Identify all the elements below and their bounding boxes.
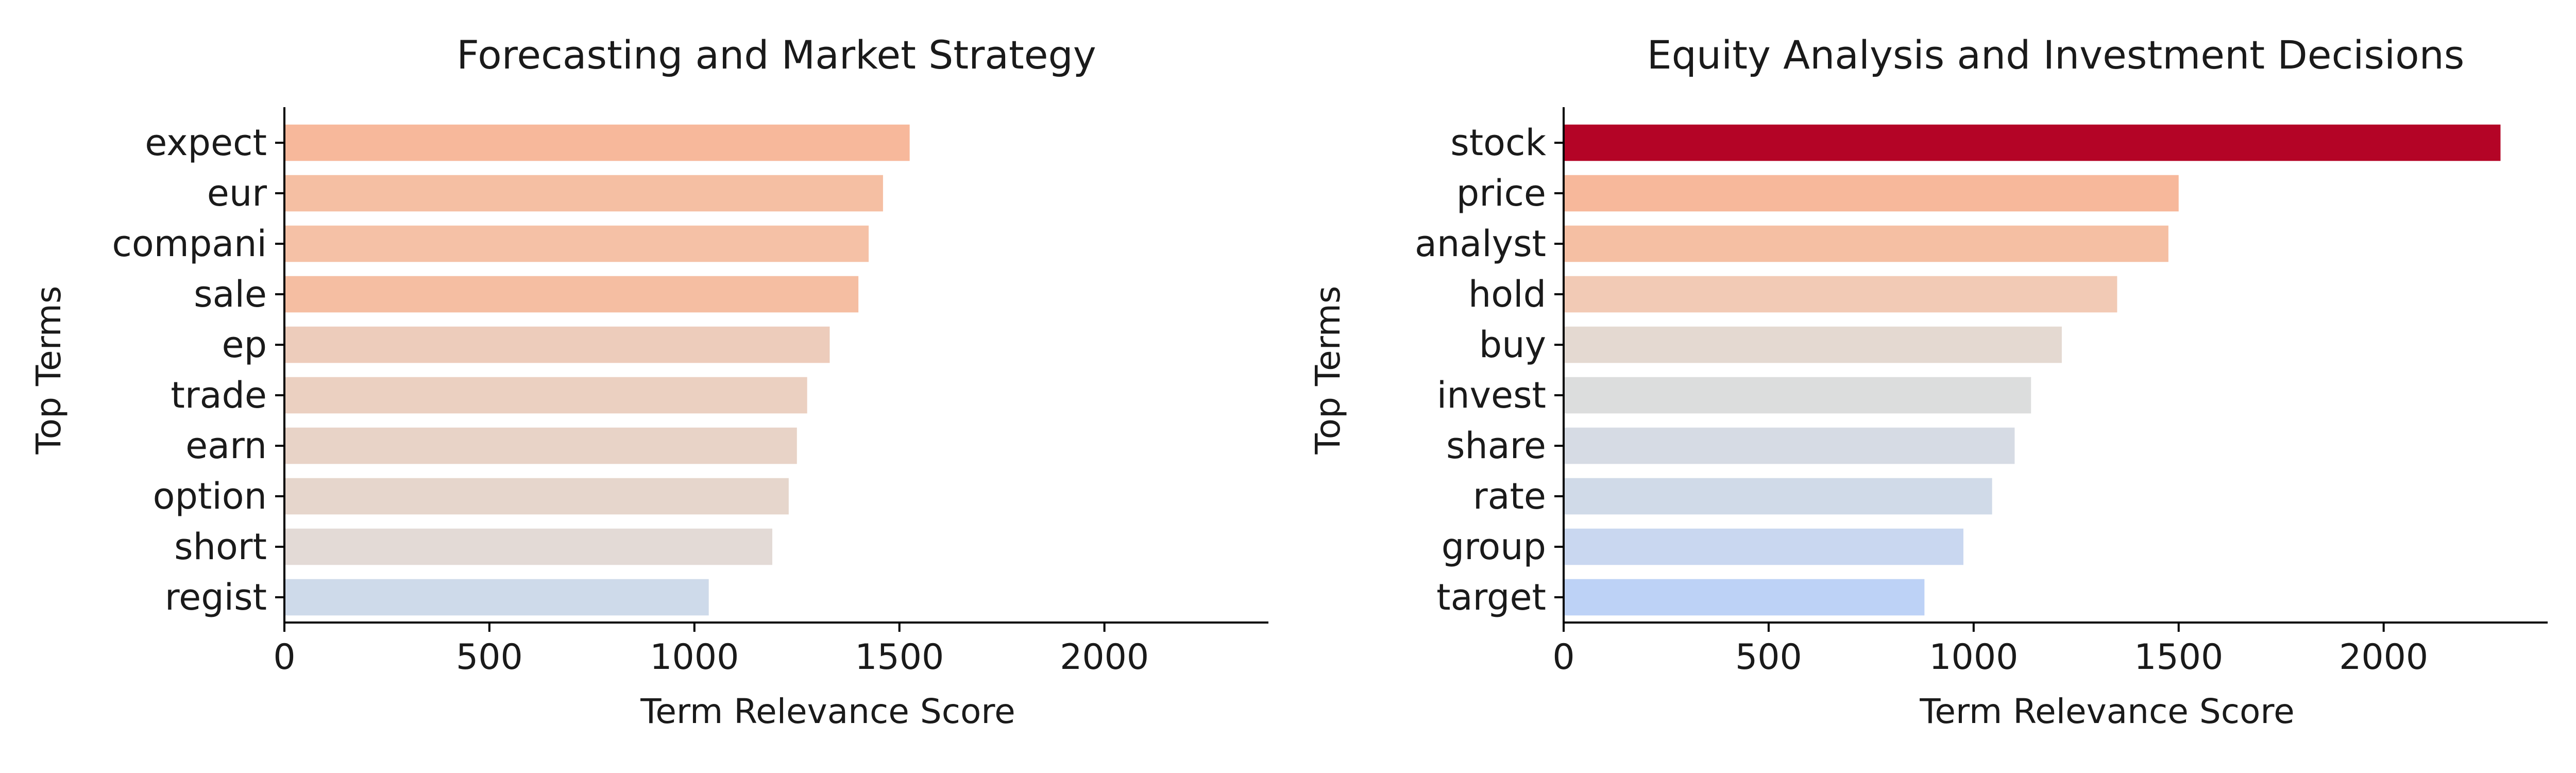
category-label: sale — [194, 273, 267, 315]
bar-buy — [1564, 326, 2062, 363]
x-tick-label: 1500 — [855, 637, 944, 678]
category-label: regist — [165, 576, 267, 618]
bar-sale — [284, 276, 859, 313]
category-label: short — [174, 526, 267, 568]
chart-title: Forecasting and Market Strategy — [456, 32, 1096, 78]
bar-option — [284, 478, 789, 515]
category-label: trade — [171, 374, 267, 416]
category-label: eur — [207, 172, 267, 214]
category-label: price — [1456, 172, 1546, 214]
chart-1: Forecasting and Market Strategy expect eur… — [29, 32, 1268, 731]
category-label: option — [153, 475, 267, 517]
bar-eur — [284, 175, 883, 212]
category-label: group — [1442, 526, 1546, 568]
category-label: expect — [145, 122, 267, 164]
category-label: compani — [112, 223, 267, 265]
chart-title: Equity Analysis and Investment Decisions — [1647, 32, 2465, 78]
category-label: analyst — [1415, 223, 1546, 265]
bar-expect — [284, 124, 910, 161]
bar-price — [1564, 175, 2179, 212]
x-axis-label: Term Relevance Score — [1919, 692, 2294, 731]
category-label: stock — [1450, 122, 1546, 164]
category-label: rate — [1473, 475, 1546, 517]
bar-earn — [284, 427, 797, 464]
bar-group — [1564, 528, 1963, 565]
category-label: invest — [1437, 374, 1546, 416]
category-label: earn — [185, 425, 267, 467]
bar-hold — [1564, 276, 2117, 313]
chart-2: Equity Analysis and Investment Decisions… — [1308, 32, 2548, 731]
bar-regist — [284, 579, 709, 616]
x-tick-label: 500 — [456, 637, 523, 678]
bar-analyst — [1564, 225, 2168, 262]
y-axis-label: Top Terms — [29, 286, 69, 455]
x-tick-label: 2000 — [1060, 637, 1149, 678]
bar-compani — [284, 225, 869, 262]
y-axis-label: Top Terms — [1308, 286, 1348, 455]
x-tick-label: 1000 — [1929, 637, 2018, 678]
bar-target — [1564, 579, 1925, 616]
bar-trade — [284, 377, 807, 414]
category-label: hold — [1468, 273, 1546, 315]
category-label: share — [1446, 425, 1546, 467]
category-label: buy — [1479, 324, 1546, 366]
x-tick-label: 1500 — [2134, 637, 2223, 678]
x-tick-label: 0 — [273, 637, 295, 678]
bar-ep — [284, 326, 830, 363]
x-tick-label: 1000 — [650, 637, 739, 678]
bar-stock — [1564, 124, 2501, 161]
x-axis-label: Term Relevance Score — [640, 692, 1015, 731]
bar-short — [284, 528, 773, 565]
x-tick-label: 500 — [1735, 637, 1802, 678]
x-tick-label: 0 — [1552, 637, 1574, 678]
bar-share — [1564, 427, 2015, 464]
bar-invest — [1564, 377, 2031, 414]
x-tick-label: 2000 — [2339, 637, 2428, 678]
category-label: ep — [222, 324, 267, 366]
category-label: target — [1436, 576, 1546, 618]
bar-rate — [1564, 478, 1992, 515]
